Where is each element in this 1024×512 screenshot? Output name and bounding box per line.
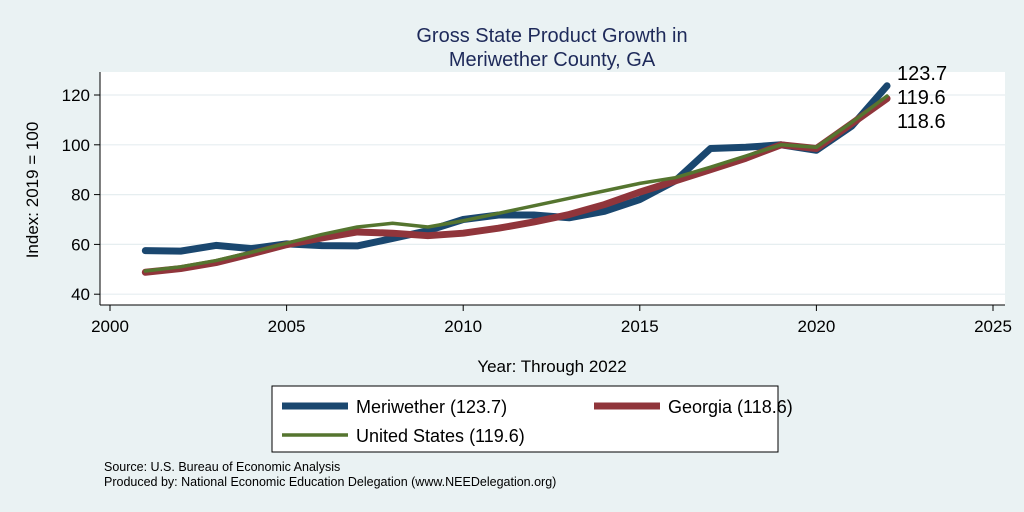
chart-title-line1: Gross State Product Growth in bbox=[416, 25, 687, 47]
producer-note: Produced by: National Economic Education… bbox=[104, 475, 556, 489]
x-tick-label: 2000 bbox=[91, 317, 129, 336]
y-tick-label: 60 bbox=[71, 235, 90, 254]
x-axis-label: Year: Through 2022 bbox=[477, 357, 626, 376]
legend-label-2: United States (119.6) bbox=[356, 426, 525, 446]
legend-label-1: Georgia (118.6) bbox=[668, 397, 793, 417]
y-axis-label: Index: 2019 = 100 bbox=[23, 122, 42, 259]
x-tick-label: 2015 bbox=[621, 317, 659, 336]
y-tick-label: 80 bbox=[71, 186, 90, 205]
end-label-0: 123.7 bbox=[897, 63, 947, 85]
x-tick-label: 2005 bbox=[268, 317, 306, 336]
plot-area bbox=[100, 72, 1005, 305]
legend bbox=[271, 385, 779, 453]
source-note: Source: U.S. Bureau of Economic Analysis bbox=[104, 460, 340, 474]
y-tick-label: 120 bbox=[62, 86, 90, 105]
y-tick-label: 100 bbox=[62, 136, 90, 155]
end-label-1: 118.6 bbox=[897, 111, 946, 133]
y-tick-label: 40 bbox=[71, 285, 90, 304]
chart-title-line2: Meriwether County, GA bbox=[449, 49, 656, 71]
x-tick-label: 2010 bbox=[444, 317, 482, 336]
series-line-2 bbox=[143, 94, 889, 273]
legend-label-0: Meriwether (123.7) bbox=[356, 397, 507, 417]
x-tick-label: 2025 bbox=[974, 317, 1012, 336]
end-label-2: 119.6 bbox=[897, 87, 946, 109]
x-tick-label: 2020 bbox=[797, 317, 835, 336]
